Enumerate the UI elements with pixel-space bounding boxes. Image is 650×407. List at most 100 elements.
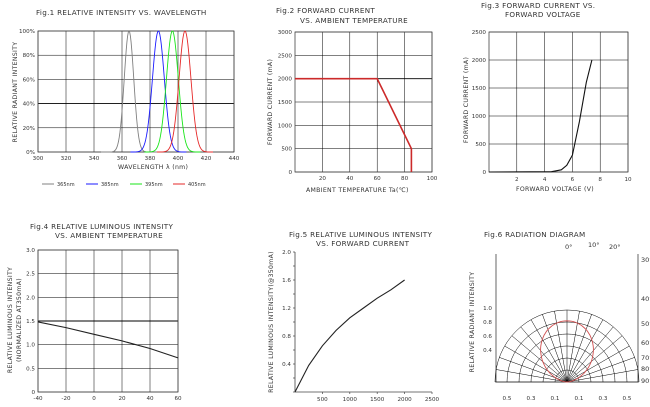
- fig5-ytick: 1.6: [282, 278, 291, 284]
- fig6-title: Fig.6 RADIATION DIAGRAM: [484, 230, 586, 239]
- fig5-title-line1: Fig.5 RELATIVE LUMINOUS INTENSITY: [289, 230, 432, 239]
- fig1-xtick: 320: [61, 156, 72, 162]
- fig4-title-line1: Fig.4 RELATIVE LUMINOUS INTENSITY: [30, 222, 173, 231]
- fig6-angle-tick: 90°: [641, 377, 650, 385]
- fig5-xtick: 2500: [425, 397, 440, 403]
- fig1-frame: [37, 30, 235, 153]
- fig3-frame: [488, 31, 629, 173]
- fig6-ylabel: RELATIVE RADIANT INTENSITY: [469, 272, 476, 373]
- fig3-ytick: 2000: [472, 58, 487, 64]
- fig1-series-line: [157, 30, 213, 153]
- fig3-xtick: 2: [515, 177, 519, 183]
- fig5-ytick: 0.4: [282, 362, 291, 368]
- fig6-pattern-line: [540, 320, 594, 383]
- fig2-title-line2: VS. AMBIENT TEMPERATURE: [300, 16, 408, 25]
- fig5-ylabel: RELATIVE LUMINOUS INTENSITY(@350mA): [267, 251, 275, 393]
- fig5-ytick: 0.8: [282, 334, 291, 340]
- fig3-ytick: 1000: [472, 114, 487, 120]
- fig1-legend-label: 385nm: [101, 182, 119, 188]
- fig1-xtick: 360: [117, 156, 128, 162]
- fig1-series-line: [101, 30, 157, 153]
- fig6-left-tick: 1.0: [483, 306, 492, 312]
- fig4-ytick: 2.0: [26, 295, 35, 301]
- fig1-xtick: 380: [145, 156, 156, 162]
- fig6-radial-tick: 0.3: [599, 396, 608, 402]
- fig2-ytick: 1000: [278, 123, 293, 129]
- fig6-angle-tick: 40°: [641, 295, 650, 303]
- fig5-series-line: [294, 279, 405, 393]
- fig6-spoke: [511, 335, 568, 383]
- fig2-xtick: 60: [374, 176, 382, 182]
- fig4-xtick: -40: [33, 396, 43, 402]
- fig5-xtick: 1000: [343, 397, 358, 403]
- fig4-xtick: 40: [146, 396, 154, 402]
- fig5-ytick: 1.2: [282, 306, 291, 312]
- fig6-radial-tick: 0.5: [623, 396, 632, 402]
- fig3-xtick: 10: [624, 177, 632, 183]
- fig4-ytick: 0.5: [26, 366, 35, 372]
- fig6-spoke: [566, 314, 592, 383]
- fig6-radial-tick: 0.1: [575, 396, 584, 402]
- fig6-angle-tick: 10°: [588, 241, 600, 249]
- fig3-xtick: 4: [543, 177, 547, 183]
- fig4-title-line2: VS. AMBIENT TEMPERATURE: [55, 231, 163, 240]
- fig4-ylabel-line1: RELATIVE LUMINOUS INTENSITY: [7, 267, 14, 373]
- fig1-xtick: 420: [201, 156, 212, 162]
- fig2-frame: [294, 31, 433, 173]
- fig6-spoke: [566, 326, 614, 383]
- fig3-series-line: [488, 59, 593, 173]
- fig3-xlabel: FORWARD VOLTAGE (V): [516, 186, 594, 193]
- fig4-ylabel-line2: (NORMALIZED AT350mA): [16, 278, 23, 362]
- fig6-spoke: [566, 345, 630, 383]
- fig1-legend-label: 365nm: [57, 182, 75, 188]
- fig3-xtick: 6: [571, 177, 575, 183]
- fig5-xtick: 2000: [397, 397, 412, 403]
- fig3-title-line1: Fig.3 FORWARD CURRENT VS.: [481, 1, 595, 10]
- fig6-spoke: [566, 369, 638, 383]
- fig3-ylabel: FORWARD CURRENT (mA): [463, 57, 470, 143]
- fig2-ytick: 3000: [278, 30, 293, 36]
- fig2-xtick: 20: [319, 176, 327, 182]
- fig1-legend-label: 395nm: [145, 182, 163, 188]
- fig6-angle-tick: 20°: [609, 243, 621, 251]
- fig1-title: Fig.1 RELATIVE INTENSITY VS. WAVELENGTH: [36, 8, 207, 17]
- fig2-xtick: 80: [401, 176, 409, 182]
- fig3-ytick: 2500: [472, 30, 487, 36]
- fig1-ytick: 20%: [23, 126, 35, 132]
- fig2-xlabel: AMBIENT TEMPERATURE Ta(℃): [306, 187, 409, 194]
- fig6-spoke: [504, 345, 568, 383]
- fig6-spoke: [496, 369, 568, 383]
- fig4-xtick: -20: [61, 396, 71, 402]
- fig4-ytick: 1.5: [26, 319, 35, 325]
- fig3-xtick: 8: [598, 177, 602, 183]
- fig6-left-tick: 0.4: [483, 348, 492, 354]
- fig1-ytick: 100%: [19, 29, 35, 35]
- fig2-ytick: 0: [288, 170, 292, 176]
- fig6-spoke: [542, 314, 568, 383]
- fig1-ytick: 80%: [23, 53, 35, 59]
- fig1-ylabel: RELATIVE RADIANT INTENSITY: [12, 42, 19, 143]
- fig1-legend-label: 405nm: [188, 182, 206, 188]
- fig3-title-line2: FORWARD VOLTAGE: [505, 10, 581, 19]
- fig6-spoke: [530, 319, 568, 383]
- fig4-xtick: 20: [118, 396, 126, 402]
- fig1-xtick: 300: [33, 156, 44, 162]
- fig2-ytick: 2500: [278, 53, 293, 59]
- fig6-left-tick: 0.6: [483, 334, 492, 340]
- fig4-frame: [37, 249, 179, 393]
- fig6-spoke: [566, 335, 623, 383]
- fig4-series-line: [37, 321, 179, 359]
- fig6-radial-tick: 0.3: [527, 396, 536, 402]
- fig4-xtick: 60: [174, 396, 182, 402]
- fig1-xtick: 400: [173, 156, 184, 162]
- fig5-ytick: 2.0: [282, 250, 291, 256]
- fig1-ytick: 0%: [26, 150, 35, 156]
- fig1-series-line: [130, 30, 187, 153]
- fig1-xlabel: WAVELENGTH λ (nm): [118, 164, 188, 171]
- fig3-ytick: 0: [482, 170, 486, 176]
- fig6-radial-tick: 0.5: [503, 396, 512, 402]
- fig2-ytick: 2000: [278, 77, 293, 83]
- fig3-ytick: 500: [475, 142, 486, 148]
- fig4-xtick: 0: [92, 396, 96, 402]
